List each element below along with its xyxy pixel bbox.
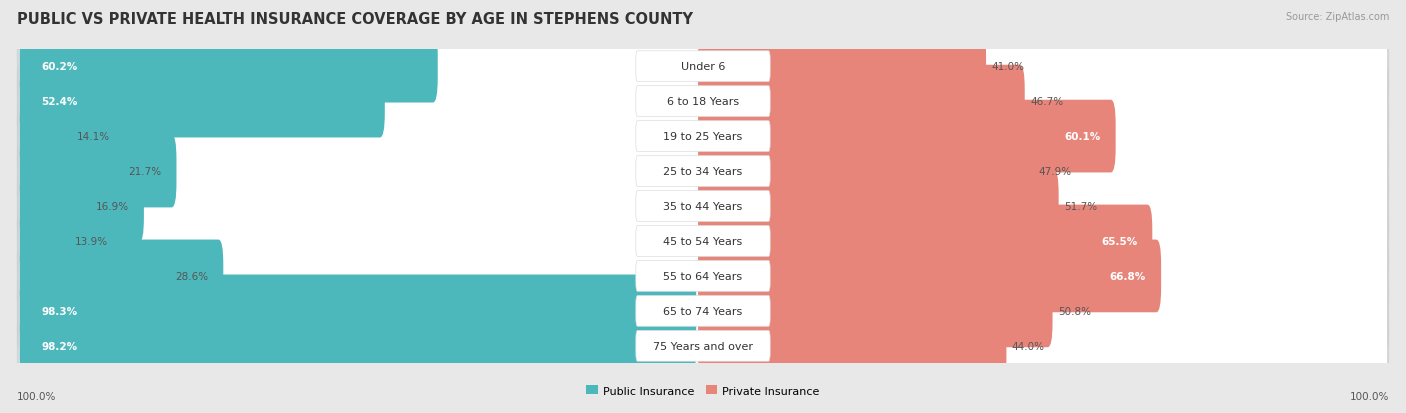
FancyBboxPatch shape (17, 95, 1389, 180)
FancyBboxPatch shape (636, 52, 770, 82)
FancyBboxPatch shape (636, 191, 770, 222)
FancyBboxPatch shape (699, 240, 1161, 313)
FancyBboxPatch shape (20, 170, 143, 243)
Text: 35 to 44 Years: 35 to 44 Years (664, 202, 742, 211)
FancyBboxPatch shape (20, 310, 696, 382)
FancyBboxPatch shape (17, 235, 1389, 320)
FancyBboxPatch shape (18, 199, 1388, 284)
Text: 65.5%: 65.5% (1101, 236, 1137, 247)
FancyBboxPatch shape (18, 95, 1388, 179)
Text: 46.7%: 46.7% (1031, 97, 1063, 107)
Text: 60.2%: 60.2% (42, 62, 77, 72)
FancyBboxPatch shape (18, 59, 1388, 144)
Text: 21.7%: 21.7% (128, 166, 162, 177)
FancyBboxPatch shape (636, 121, 770, 152)
Text: 47.9%: 47.9% (1039, 166, 1071, 177)
Text: 98.3%: 98.3% (42, 306, 77, 316)
Text: Source: ZipAtlas.com: Source: ZipAtlas.com (1285, 12, 1389, 22)
Text: 100.0%: 100.0% (17, 391, 56, 401)
FancyBboxPatch shape (20, 275, 696, 347)
FancyBboxPatch shape (636, 226, 770, 257)
FancyBboxPatch shape (17, 305, 1389, 389)
Text: 45 to 54 Years: 45 to 54 Years (664, 236, 742, 247)
FancyBboxPatch shape (17, 270, 1389, 354)
Text: Under 6: Under 6 (681, 62, 725, 72)
Text: 14.1%: 14.1% (76, 132, 110, 142)
Text: 16.9%: 16.9% (96, 202, 129, 211)
FancyBboxPatch shape (636, 156, 770, 187)
FancyBboxPatch shape (20, 66, 385, 138)
Text: 65 to 74 Years: 65 to 74 Years (664, 306, 742, 316)
Text: 51.7%: 51.7% (1064, 202, 1097, 211)
Text: 52.4%: 52.4% (42, 97, 77, 107)
Text: 25 to 34 Years: 25 to 34 Years (664, 166, 742, 177)
FancyBboxPatch shape (18, 25, 1388, 109)
FancyBboxPatch shape (18, 164, 1388, 249)
FancyBboxPatch shape (636, 296, 770, 326)
FancyBboxPatch shape (636, 331, 770, 361)
Text: 66.8%: 66.8% (1109, 271, 1146, 281)
FancyBboxPatch shape (17, 165, 1389, 250)
Text: 13.9%: 13.9% (76, 236, 108, 247)
Text: 75 Years and over: 75 Years and over (652, 341, 754, 351)
FancyBboxPatch shape (20, 240, 224, 313)
Text: 50.8%: 50.8% (1059, 306, 1091, 316)
FancyBboxPatch shape (18, 269, 1388, 354)
Text: 100.0%: 100.0% (1350, 391, 1389, 401)
Text: 41.0%: 41.0% (991, 62, 1025, 72)
FancyBboxPatch shape (17, 61, 1389, 145)
FancyBboxPatch shape (699, 100, 1116, 173)
FancyBboxPatch shape (17, 131, 1389, 215)
FancyBboxPatch shape (18, 129, 1388, 214)
FancyBboxPatch shape (20, 205, 124, 278)
FancyBboxPatch shape (20, 31, 437, 103)
FancyBboxPatch shape (699, 66, 1025, 138)
FancyBboxPatch shape (20, 100, 125, 173)
FancyBboxPatch shape (636, 261, 770, 292)
Text: 55 to 64 Years: 55 to 64 Years (664, 271, 742, 281)
FancyBboxPatch shape (17, 200, 1389, 285)
FancyBboxPatch shape (699, 31, 986, 103)
FancyBboxPatch shape (699, 310, 1007, 382)
FancyBboxPatch shape (18, 234, 1388, 318)
FancyBboxPatch shape (636, 87, 770, 117)
Legend: Public Insurance, Private Insurance: Public Insurance, Private Insurance (586, 385, 820, 396)
Text: 28.6%: 28.6% (174, 271, 208, 281)
Text: 60.1%: 60.1% (1064, 132, 1101, 142)
Text: 19 to 25 Years: 19 to 25 Years (664, 132, 742, 142)
Text: PUBLIC VS PRIVATE HEALTH INSURANCE COVERAGE BY AGE IN STEPHENS COUNTY: PUBLIC VS PRIVATE HEALTH INSURANCE COVER… (17, 12, 693, 27)
FancyBboxPatch shape (699, 135, 1033, 208)
FancyBboxPatch shape (18, 304, 1388, 388)
FancyBboxPatch shape (699, 205, 1153, 278)
Text: 98.2%: 98.2% (42, 341, 77, 351)
Text: 6 to 18 Years: 6 to 18 Years (666, 97, 740, 107)
FancyBboxPatch shape (17, 26, 1389, 110)
FancyBboxPatch shape (20, 135, 177, 208)
FancyBboxPatch shape (699, 275, 1053, 347)
FancyBboxPatch shape (699, 170, 1059, 243)
Text: 44.0%: 44.0% (1012, 341, 1045, 351)
